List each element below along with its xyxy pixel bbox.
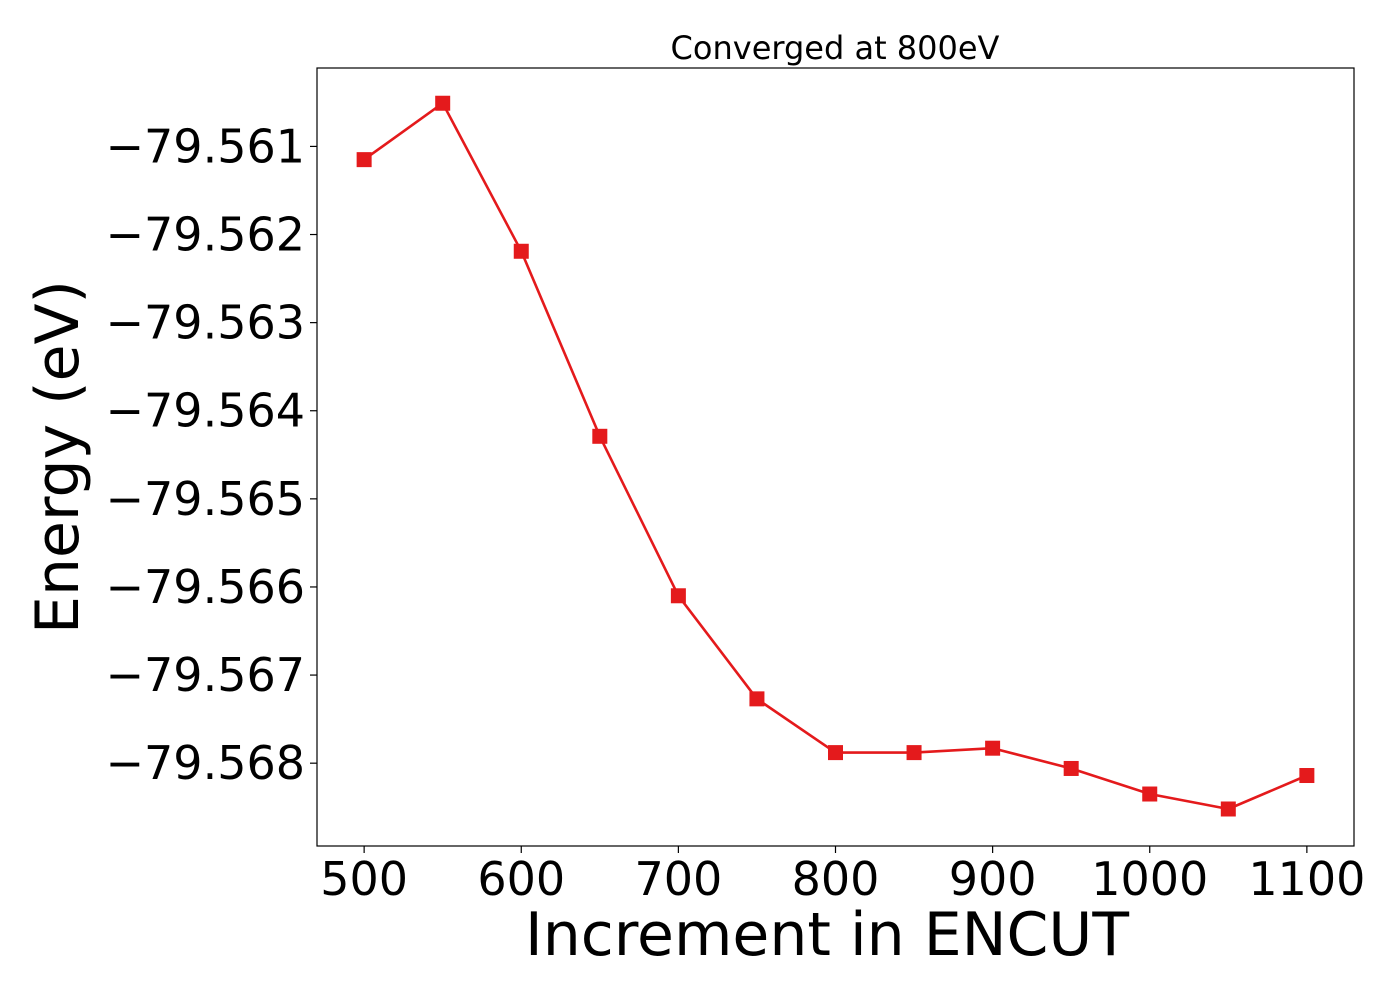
y-tick-label: −79.568 [106,736,306,790]
data-point-marker [749,691,765,707]
y-tick-label: −79.565 [106,472,306,526]
y-axis: −79.561 −79.562 −79.563 −79.564 −79.565 −79.5… [106,119,317,790]
x-tick-label: 800 [792,852,880,906]
plot-frame [316,67,1355,847]
x-tick-label: 1000 [1091,852,1208,906]
data-point-marker [435,95,451,111]
x-tick-label: 900 [949,852,1037,906]
x-tick-label: 1100 [1248,852,1365,906]
data-point-marker [906,745,922,761]
y-tick-label: −79.562 [106,208,306,262]
x-tick-label: 500 [320,852,408,906]
y-tick-label: −79.566 [106,560,306,614]
x-tick-label: 600 [477,852,565,906]
data-point-marker [985,740,1001,756]
data-point-marker [592,428,608,444]
data-point-marker [1220,801,1236,817]
y-tick-label: −79.563 [106,296,306,350]
data-point-marker [356,152,372,168]
x-tick-label: 700 [634,852,722,906]
data-point-marker [1299,768,1315,784]
x-axis: 500 600 700 800 900 1000 1100 [320,846,1365,906]
chart-title: Converged at 800eV [671,29,1000,67]
y-axis-label: Energy (eV) [23,280,93,634]
y-tick-label: −79.567 [106,648,306,702]
data-point-marker [513,243,529,259]
data-point-marker [1142,786,1158,802]
data-point-marker [670,588,686,604]
y-tick-label: −79.564 [106,384,306,438]
data-point-marker [1063,760,1079,776]
x-axis-label: Increment in ENCUT [525,900,1129,970]
data-point-marker [828,745,843,761]
plot-area [356,95,1315,817]
y-tick-label: −79.561 [106,119,306,173]
